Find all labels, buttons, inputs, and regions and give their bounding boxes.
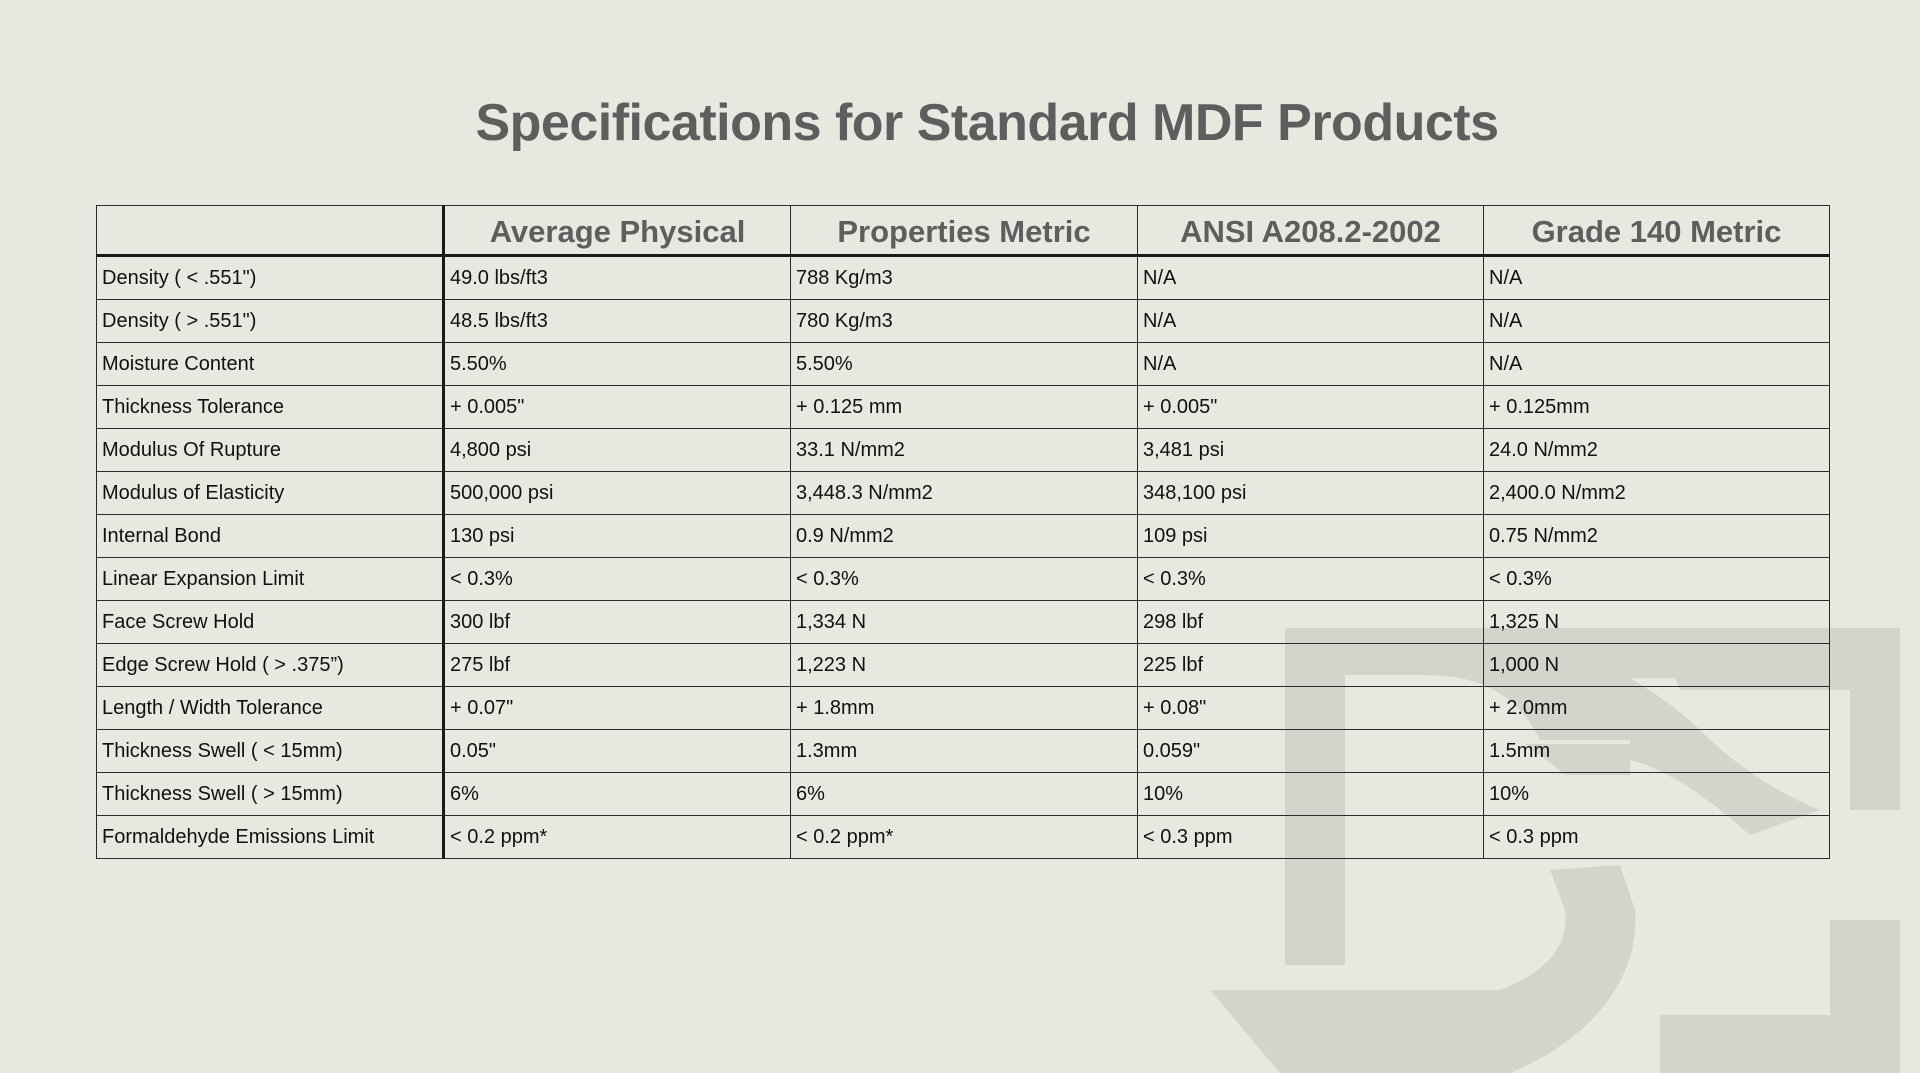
row-label: Modulus of Elasticity: [96, 471, 445, 515]
table-cell: < 0.2 ppm*: [443, 815, 791, 859]
row-label: Internal Bond: [96, 514, 445, 558]
table-cell: 780 Kg/m3: [790, 299, 1138, 343]
table-cell: 109 psi: [1137, 514, 1484, 558]
header-grade-140-metric: Grade 140 Metric: [1483, 205, 1830, 257]
table-row: Thickness Swell ( > 15mm) 6% 6% 10% 10%: [96, 772, 1830, 816]
table-cell: < 0.3%: [443, 557, 791, 601]
row-label: Thickness Swell ( < 15mm): [96, 729, 445, 773]
table-cell: 24.0 N/mm2: [1483, 428, 1830, 472]
table-cell: 49.0 lbs/ft3: [443, 255, 791, 300]
page-title: Specifications for Standard MDF Products: [475, 94, 1499, 152]
table-cell: + 2.0mm: [1483, 686, 1830, 730]
table-row: Face Screw Hold 300 lbf 1,334 N 298 lbf …: [96, 600, 1830, 644]
table-cell: 48.5 lbs/ft3: [443, 299, 791, 343]
table-cell: 300 lbf: [443, 600, 791, 644]
table-row: Internal Bond 130 psi 0.9 N/mm2 109 psi …: [96, 514, 1830, 558]
table-row: Modulus of Elasticity 500,000 psi 3,448.…: [96, 471, 1830, 515]
table-cell: 0.059": [1137, 729, 1484, 773]
table-cell: 0.05": [443, 729, 791, 773]
header-properties-metric: Properties Metric: [790, 205, 1138, 257]
row-label: Modulus Of Rupture: [96, 428, 445, 472]
table-cell: 348,100 psi: [1137, 471, 1484, 515]
table-cell: 5.50%: [443, 342, 791, 386]
table-cell: < 0.3 ppm: [1137, 815, 1484, 859]
table-cell: + 0.08": [1137, 686, 1484, 730]
table-row: Moisture Content 5.50% 5.50% N/A N/A: [96, 342, 1830, 386]
row-label: Linear Expansion Limit: [96, 557, 445, 601]
table-cell: 10%: [1483, 772, 1830, 816]
table-cell: 0.9 N/mm2: [790, 514, 1138, 558]
table-cell: 6%: [790, 772, 1138, 816]
table-row: Formaldehyde Emissions Limit < 0.2 ppm* …: [96, 815, 1830, 859]
table-cell: 1,334 N: [790, 600, 1138, 644]
row-label: Moisture Content: [96, 342, 445, 386]
table-cell: N/A: [1483, 342, 1830, 386]
table-row: Edge Screw Hold ( > .375”) 275 lbf 1,223…: [96, 643, 1830, 687]
spec-table: Average Physical Properties Metric ANSI …: [96, 205, 1830, 859]
table-row: Thickness Swell ( < 15mm) 0.05" 1.3mm 0.…: [96, 729, 1830, 773]
table-cell: + 0.07": [443, 686, 791, 730]
table-cell: 1.3mm: [790, 729, 1138, 773]
table-cell: N/A: [1137, 299, 1484, 343]
table-row: Modulus Of Rupture 4,800 psi 33.1 N/mm2 …: [96, 428, 1830, 472]
header-ansi: ANSI A208.2-2002: [1137, 205, 1484, 257]
header-row: Average Physical Properties Metric ANSI …: [96, 205, 1830, 257]
table-cell: N/A: [1137, 255, 1484, 300]
table-row: Density ( < .551") 49.0 lbs/ft3 788 Kg/m…: [96, 255, 1830, 300]
table-cell: + 0.125 mm: [790, 385, 1138, 429]
table-cell: N/A: [1483, 299, 1830, 343]
table-row: Thickness Tolerance + 0.005" + 0.125 mm …: [96, 385, 1830, 429]
table-cell: 1,325 N: [1483, 600, 1830, 644]
table-cell: 3,481 psi: [1137, 428, 1484, 472]
table-cell: 4,800 psi: [443, 428, 791, 472]
table-cell: 2,400.0 N/mm2: [1483, 471, 1830, 515]
table-cell: + 0.005": [1137, 385, 1484, 429]
row-label: Face Screw Hold: [96, 600, 445, 644]
header-cell-blank: [96, 205, 445, 257]
table-cell: 1.5mm: [1483, 729, 1830, 773]
table-cell: N/A: [1137, 342, 1484, 386]
table-cell: < 0.3%: [1137, 557, 1484, 601]
table-cell: < 0.3%: [790, 557, 1138, 601]
table-cell: 298 lbf: [1137, 600, 1484, 644]
table-cell: 275 lbf: [443, 643, 791, 687]
table-cell: < 0.2 ppm*: [790, 815, 1138, 859]
table-cell: 788 Kg/m3: [790, 255, 1138, 300]
table-cell: 6%: [443, 772, 791, 816]
table-row: Density ( > .551") 48.5 lbs/ft3 780 Kg/m…: [96, 299, 1830, 343]
table-row: Length / Width Tolerance + 0.07" + 1.8mm…: [96, 686, 1830, 730]
row-label: Formaldehyde Emissions Limit: [96, 815, 445, 859]
table-cell: + 0.005": [443, 385, 791, 429]
row-label: Density ( > .551"): [96, 299, 445, 343]
table-cell: 1,223 N: [790, 643, 1138, 687]
table-cell: 0.75 N/mm2: [1483, 514, 1830, 558]
table-cell: 5.50%: [790, 342, 1138, 386]
table-cell: < 0.3 ppm: [1483, 815, 1830, 859]
table-cell: 33.1 N/mm2: [790, 428, 1138, 472]
table-cell: N/A: [1483, 255, 1830, 300]
table-cell: + 1.8mm: [790, 686, 1138, 730]
row-label: Density ( < .551"): [96, 255, 445, 300]
row-label: Thickness Swell ( > 15mm): [96, 772, 445, 816]
table-cell: 225 lbf: [1137, 643, 1484, 687]
row-label: Edge Screw Hold ( > .375”): [96, 643, 445, 687]
row-label: Length / Width Tolerance: [96, 686, 445, 730]
table-cell: 500,000 psi: [443, 471, 791, 515]
table-cell: 10%: [1137, 772, 1484, 816]
table-cell: + 0.125mm: [1483, 385, 1830, 429]
table-cell: < 0.3%: [1483, 557, 1830, 601]
table-cell: 3,448.3 N/mm2: [790, 471, 1138, 515]
table-row: Linear Expansion Limit < 0.3% < 0.3% < 0…: [96, 557, 1830, 601]
row-label: Thickness Tolerance: [96, 385, 445, 429]
table-cell: 130 psi: [443, 514, 791, 558]
table-cell: 1,000 N: [1483, 643, 1830, 687]
header-average-physical: Average Physical: [443, 205, 791, 257]
